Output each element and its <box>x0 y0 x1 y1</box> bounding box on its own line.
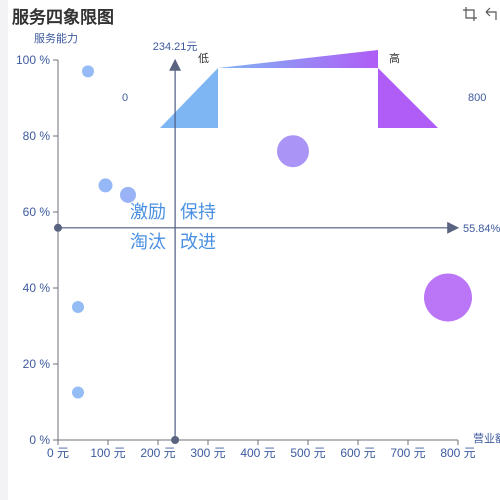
x-tick-label: 200 元 <box>140 446 175 460</box>
visual-map-gradient-bar <box>218 50 378 68</box>
x-tick-label: 500 元 <box>290 446 325 460</box>
scatter-point[interactable] <box>424 273 472 322</box>
y-tick-label: 100 % <box>16 53 50 67</box>
visual-map-min-label: 0 <box>122 92 128 104</box>
restore-undo-icon[interactable] <box>484 6 500 22</box>
crop-zoom-icon[interactable] <box>462 6 478 22</box>
visual-map-max-label: 800 <box>468 92 486 104</box>
scatter-point[interactable] <box>72 386 84 399</box>
y-tick-label: 0 % <box>29 433 50 447</box>
x-tick-label: 700 元 <box>390 446 425 460</box>
quadrant-label-top-right: 保持 <box>180 202 216 222</box>
y-axis-label: 服务能力 <box>34 31 78 45</box>
x-tick-label: 800 元 <box>440 446 475 460</box>
visual-map-low-label: 低 <box>198 52 209 65</box>
y-tick-label: 20 % <box>23 357 51 371</box>
visual-map-high-label: 高 <box>389 51 400 65</box>
x-tick-label: 600 元 <box>340 446 375 460</box>
scatter-point[interactable] <box>120 186 136 203</box>
left-strip <box>0 0 8 500</box>
quadrant-label-bottom-right: 改进 <box>180 232 216 252</box>
visual-map[interactable]: 低 高 0 800 <box>122 50 486 128</box>
y-tick-label: 40 % <box>23 281 51 295</box>
y-tick-label: 80 % <box>23 129 51 143</box>
x-tick-label: 400 元 <box>240 446 275 460</box>
quadrant-label-bottom-left: 淘汰 <box>130 232 166 252</box>
scatter-point[interactable] <box>82 65 94 78</box>
visual-map-left-triangle <box>160 68 218 128</box>
scatter-point[interactable] <box>72 301 84 313</box>
x-tick-label: 0 元 <box>47 446 69 460</box>
chart-title: 服务四象限图 <box>12 8 114 27</box>
x-mark-line-label: 234.21元 <box>153 41 198 53</box>
x-axis-label: 营业额 <box>473 431 500 445</box>
visual-map-right-triangle <box>378 68 438 128</box>
quadrant-label-top-left: 激励 <box>130 202 166 222</box>
toolbox <box>462 6 500 22</box>
y-tick-label: 60 % <box>23 205 51 219</box>
x-tick-label: 300 元 <box>190 446 225 460</box>
y-mark-line-start <box>54 223 62 232</box>
x-mark-line-start <box>171 436 180 444</box>
scatter-point[interactable] <box>277 135 309 168</box>
x-tick-label: 100 元 <box>90 446 125 460</box>
y-mark-line-label: 55.84% <box>463 223 500 235</box>
scatter-point[interactable] <box>98 178 113 193</box>
